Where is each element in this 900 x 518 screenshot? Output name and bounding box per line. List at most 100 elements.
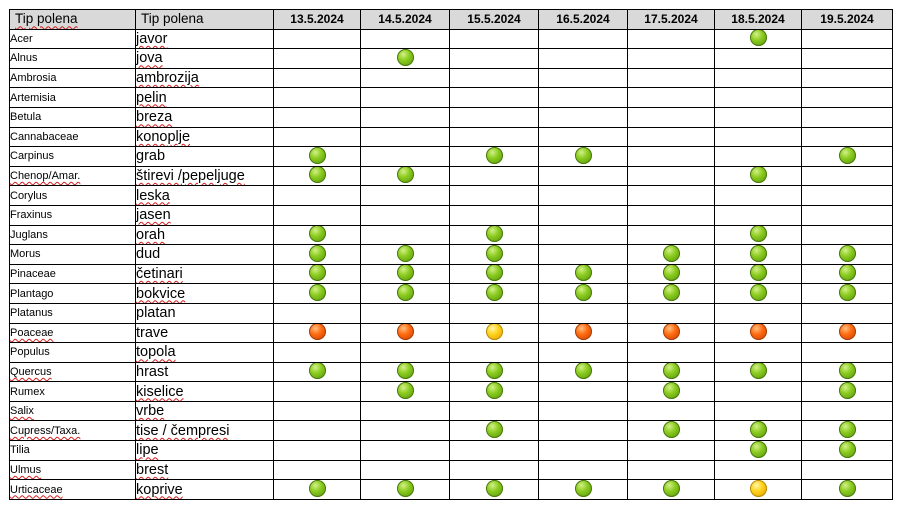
- day-cell: [538, 48, 628, 69]
- day-cell: [627, 459, 715, 481]
- yellow-level-dot-icon: [485, 323, 503, 341]
- green-level-dot-icon: [485, 480, 503, 497]
- latin-name: Betula: [9, 106, 136, 128]
- day-cell: [714, 302, 802, 324]
- day-cell: [714, 283, 802, 304]
- day-cell: [627, 440, 715, 461]
- day-cell: [801, 244, 893, 265]
- day-cell: [449, 342, 539, 363]
- green-level-dot-icon: [485, 363, 503, 380]
- table-row: Betula breza: [9, 106, 893, 128]
- day-cell: [273, 342, 361, 363]
- green-level-dot-icon: [396, 284, 414, 301]
- table-row: Salix vrbe: [9, 400, 893, 422]
- green-level-dot-icon: [838, 363, 856, 380]
- day-cell: [627, 146, 715, 167]
- green-level-dot-icon: [662, 363, 680, 380]
- day-cell: [801, 302, 893, 324]
- local-name: konoplje: [135, 126, 274, 148]
- day-cell: [360, 165, 450, 187]
- day-cell: [538, 28, 628, 50]
- orange-level-dot-icon: [749, 323, 767, 341]
- day-cell: [538, 420, 628, 442]
- day-cell: [360, 126, 450, 148]
- day-cell: [360, 322, 450, 344]
- table-row: Tilia lipe: [9, 440, 893, 461]
- latin-name: Alnus: [9, 48, 136, 69]
- table-row: Cannabaceae konoplje: [9, 126, 893, 148]
- day-cell: [360, 420, 450, 442]
- header-date: 18.5.2024: [714, 9, 802, 30]
- day-cell: [801, 87, 893, 108]
- day-cell: [273, 106, 361, 128]
- day-cell: [538, 302, 628, 324]
- green-level-dot-icon: [485, 382, 503, 399]
- local-name: orah: [135, 224, 274, 246]
- day-cell: [449, 283, 539, 304]
- green-level-dot-icon: [749, 265, 767, 282]
- table-row: Chenop/Amar. štirevi /pepeljuge: [9, 165, 893, 187]
- day-cell: [801, 440, 893, 461]
- header-date: 16.5.2024: [538, 9, 628, 30]
- table-row: Populus topola: [9, 342, 893, 363]
- table-row: Plantago bokvice: [9, 283, 893, 304]
- green-level-dot-icon: [396, 382, 414, 399]
- day-cell: [801, 185, 893, 206]
- latin-name: Quercus: [9, 361, 136, 383]
- local-name: bokvice: [135, 283, 274, 304]
- day-cell: [714, 342, 802, 363]
- green-level-dot-icon: [662, 382, 680, 399]
- day-cell: [538, 440, 628, 461]
- day-cell: [273, 165, 361, 187]
- table-row: Corylus leska: [9, 185, 893, 206]
- day-cell: [627, 420, 715, 442]
- header-date: 19.5.2024: [801, 9, 893, 30]
- day-cell: [449, 165, 539, 187]
- day-cell: [273, 479, 361, 500]
- day-cell: [449, 87, 539, 108]
- day-cell: [360, 224, 450, 246]
- day-cell: [627, 204, 715, 226]
- day-cell: [714, 165, 802, 187]
- day-cell: [801, 146, 893, 167]
- header-date: 14.5.2024: [360, 9, 450, 30]
- table-row: Ulmus brest: [9, 459, 893, 481]
- day-cell: [449, 146, 539, 167]
- day-cell: [714, 185, 802, 206]
- local-name: pelin: [135, 87, 274, 108]
- latin-name: Salix: [9, 400, 136, 422]
- day-cell: [801, 283, 893, 304]
- green-level-dot-icon: [485, 147, 503, 164]
- day-cell: [627, 400, 715, 422]
- day-cell: [449, 322, 539, 344]
- table-row: Platanus platan: [9, 302, 893, 324]
- day-cell: [538, 361, 628, 383]
- green-level-dot-icon: [838, 147, 856, 164]
- local-name: leska: [135, 185, 274, 206]
- day-cell: [714, 126, 802, 148]
- day-cell: [538, 459, 628, 481]
- latin-name: Juglans: [9, 224, 136, 246]
- green-level-dot-icon: [662, 480, 680, 497]
- day-cell: [360, 381, 450, 402]
- day-cell: [273, 302, 361, 324]
- day-cell: [538, 342, 628, 363]
- latin-name: Ulmus: [9, 459, 136, 481]
- local-name: ambrozija: [135, 67, 274, 89]
- day-cell: [273, 283, 361, 304]
- day-cell: [714, 322, 802, 344]
- day-cell: [538, 67, 628, 89]
- day-cell: [360, 263, 450, 285]
- day-cell: [801, 28, 893, 50]
- day-cell: [449, 244, 539, 265]
- day-cell: [273, 126, 361, 148]
- header-local: Tip polena: [135, 9, 274, 30]
- day-cell: [449, 67, 539, 89]
- header-latin: Tip polena: [9, 9, 136, 30]
- orange-level-dot-icon: [574, 323, 592, 341]
- table-row: Alnus jova: [9, 48, 893, 69]
- green-level-dot-icon: [662, 245, 680, 262]
- day-cell: [360, 302, 450, 324]
- day-cell: [801, 381, 893, 402]
- latin-name: Acer: [9, 28, 136, 50]
